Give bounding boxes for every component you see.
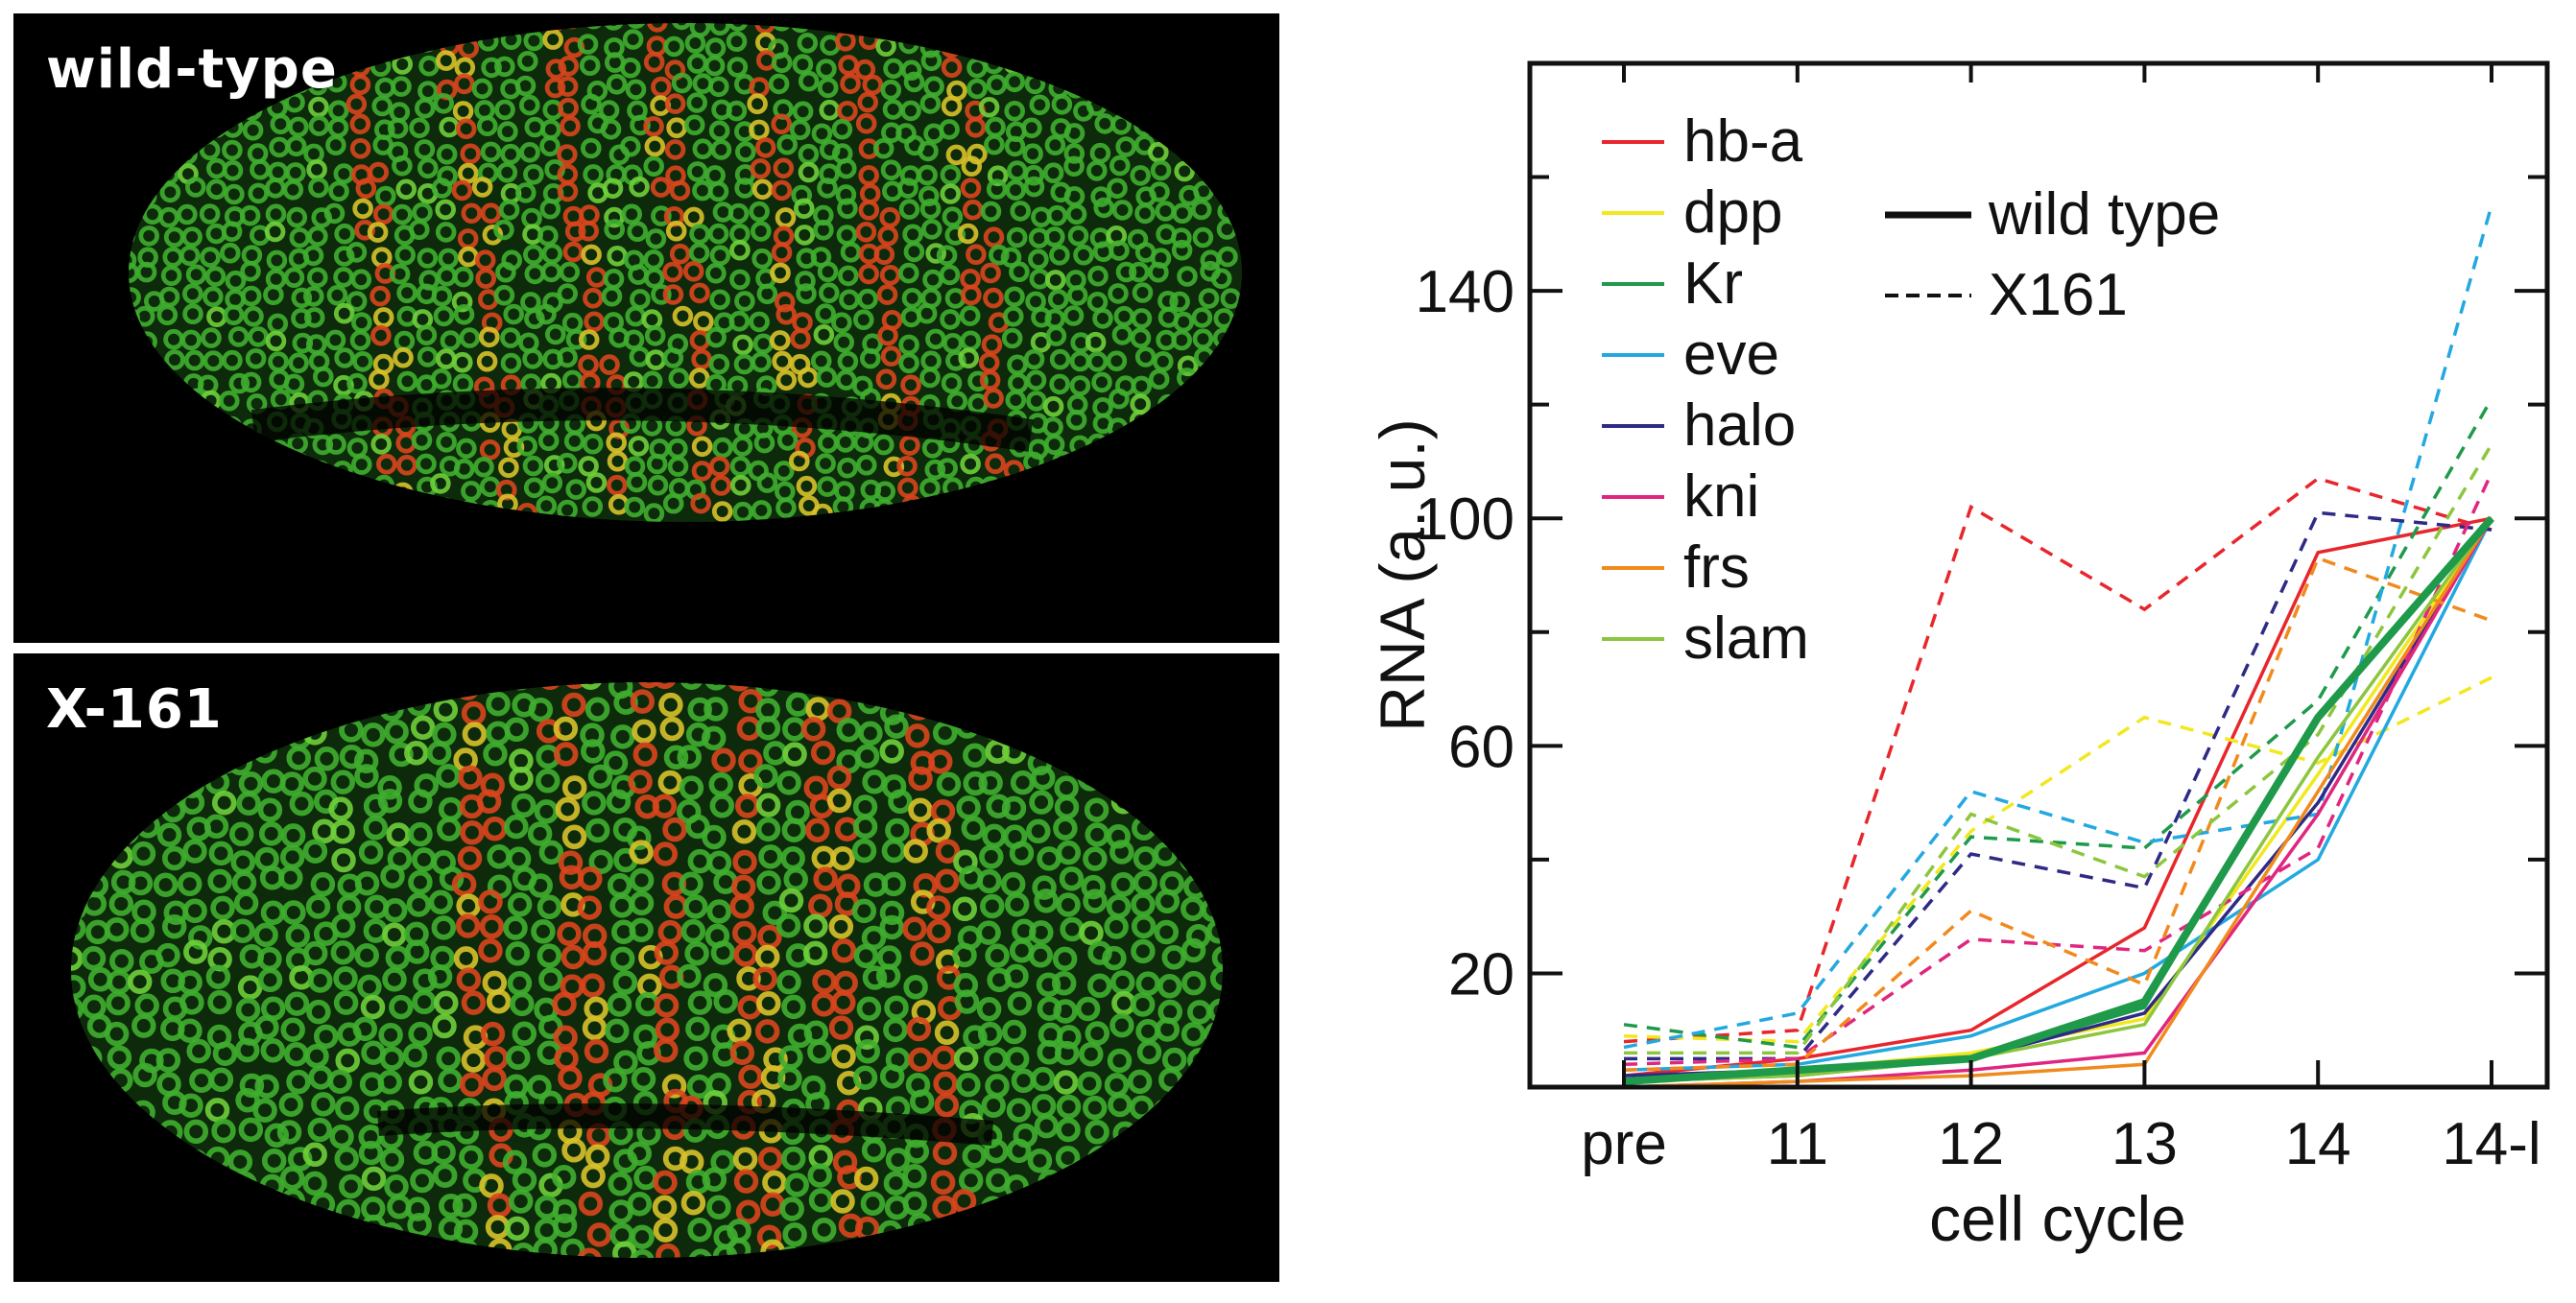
chart-canvas: 20 60 100 140 pre 11 12 13 14 14-l hb-adppKreveha… xyxy=(1367,60,2550,1254)
legend-label-frs: frs xyxy=(1683,534,1750,601)
wild-type-embryo-picture xyxy=(129,23,1242,522)
series-halo-wild-type xyxy=(1623,517,2493,1078)
legend-label-eve: eve xyxy=(1683,321,1779,388)
series-frs-wild-type xyxy=(1623,517,2493,1089)
series-kni-wild-type xyxy=(1623,517,2493,1089)
series-eve-x161 xyxy=(1623,204,2493,1050)
series-halo-x161 xyxy=(1624,510,2493,1061)
series-dpp-wild-type xyxy=(1623,517,2493,1083)
x-tick-label: 13 xyxy=(2111,1111,2178,1177)
legend-style-label-dashed: X161 xyxy=(1989,262,2128,328)
series-slam-x161 xyxy=(1624,443,2493,1055)
legend-label-slam: slam xyxy=(1683,605,1809,672)
y-tick-label: 20 xyxy=(1448,941,1515,1007)
series-Kr-wild-type xyxy=(1623,517,2493,1083)
y-tick-label: 60 xyxy=(1448,714,1515,780)
x-tick-label: 14 xyxy=(2285,1111,2351,1177)
series-hb-a-wild-type xyxy=(1623,516,2493,1078)
wild-type-embryo-image: wild-type xyxy=(13,13,1279,643)
y-axis-title: RNA (a. u.) xyxy=(1367,418,1438,731)
series-frs-x161 xyxy=(1623,556,2493,1072)
ventral-furrow xyxy=(250,388,1034,452)
series-hb-a-x161 xyxy=(1623,476,2493,1044)
x-tick-label: 12 xyxy=(1938,1111,2004,1177)
legend-style-label-solid: wild type xyxy=(1988,181,2220,248)
y-tick-label: 140 xyxy=(1416,259,1515,325)
x161-label: X-161 xyxy=(46,678,223,741)
ventral-furrow xyxy=(377,1103,994,1146)
plot-frame xyxy=(1527,60,2550,1090)
embryo-body xyxy=(71,682,1223,1258)
x-tick-label: pre xyxy=(1581,1111,1667,1177)
series-average-wild-type xyxy=(1623,515,2495,1086)
y-tick-label: 100 xyxy=(1416,486,1515,553)
axes: 20 60 100 140 pre 11 12 13 14 14-l xyxy=(1416,60,2550,1177)
legend-label-dpp: dpp xyxy=(1683,179,1782,246)
wild-type-label: wild-type xyxy=(46,38,338,101)
legend-label-halo: halo xyxy=(1683,392,1796,459)
x-axis-title: cell cycle xyxy=(1929,1183,2186,1254)
legend-label-hb-a: hb-a xyxy=(1683,108,1803,175)
series-eve-wild-type xyxy=(1623,517,2493,1072)
x161-embryo-image: X-161 xyxy=(13,653,1279,1282)
plot-lines xyxy=(1623,204,2495,1089)
rna-line-chart: 20 60 100 140 pre 11 12 13 14 14-l hb-a dpp Kr eve ha… xyxy=(1286,0,2576,1303)
x161-embryo-picture xyxy=(71,682,1223,1258)
series-slam-wild-type xyxy=(1623,517,2493,1083)
legend-label-kni: kni xyxy=(1683,463,1759,530)
series-Kr-x161 xyxy=(1623,397,2493,1050)
x-tick-label: 11 xyxy=(1767,1111,1828,1177)
x-tick-label: 14-l xyxy=(2442,1111,2540,1177)
legend-label-Kr: Kr xyxy=(1683,250,1743,317)
series-kni-x161 xyxy=(1623,472,2493,1067)
